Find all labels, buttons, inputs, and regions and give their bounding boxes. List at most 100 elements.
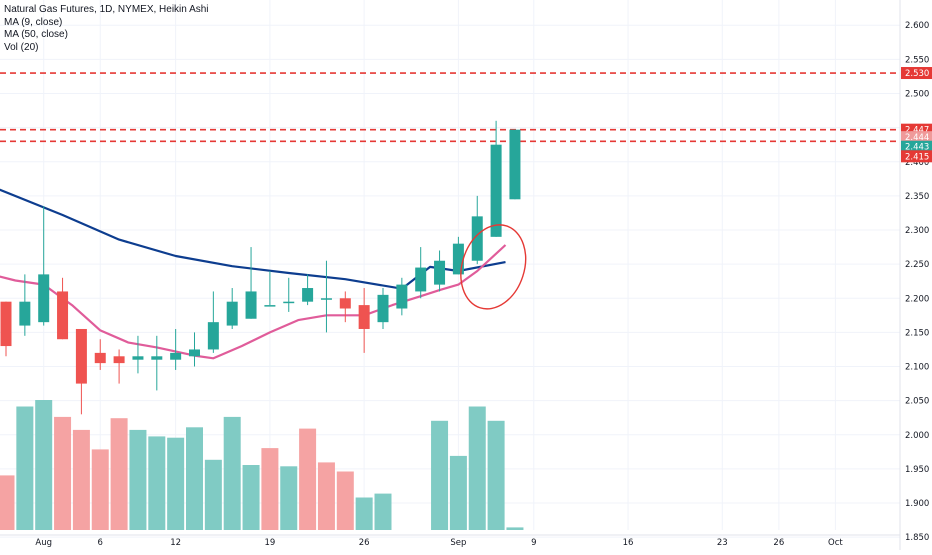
price-tick-label: 2.350 <box>905 192 929 202</box>
candle <box>320 260 332 333</box>
candle <box>57 277 69 340</box>
candle <box>490 120 502 237</box>
volume-bar <box>223 416 241 530</box>
candle <box>19 274 31 336</box>
time-tick-label: 6 <box>98 538 103 548</box>
price-tick-label: 2.050 <box>905 397 929 407</box>
time-tick-label: Sep <box>450 538 466 548</box>
volume-bar <box>449 455 467 530</box>
price-tick-label: 2.600 <box>905 21 929 31</box>
volume-bar <box>374 493 392 530</box>
price-tag-label: 2.530 <box>905 69 929 79</box>
volume-bar <box>186 427 203 530</box>
price-axis: 1.850 1.900 1.950 2.000 2.050 2.100 2.150 2.200… <box>899 0 932 550</box>
candle <box>434 250 446 292</box>
legend-ma9: MA (9, close) <box>4 16 63 28</box>
candle <box>75 328 87 415</box>
chart-legend: Natural Gas Futures, 1D, NYMEX, Heikin A… <box>4 4 209 54</box>
candle-body <box>490 144 502 237</box>
ma9-line <box>0 244 507 360</box>
legend-ma50: MA (50, close) <box>4 29 68 40</box>
price-tag <box>901 140 932 153</box>
volume-bars <box>0 400 524 530</box>
volume-bar <box>148 436 166 530</box>
candle-body <box>207 322 219 350</box>
candle <box>189 332 200 367</box>
candle <box>226 288 238 329</box>
candle-body <box>57 291 69 340</box>
price-tick-label: 2.250 <box>905 260 929 270</box>
candle <box>302 274 314 306</box>
candle-body <box>396 284 408 309</box>
candle-body <box>452 243 464 275</box>
volume-bar <box>35 400 53 530</box>
candle-body <box>19 301 31 326</box>
candle-body <box>245 291 257 319</box>
volume-bar <box>16 406 34 530</box>
volume-bar <box>468 406 486 530</box>
volume-bar <box>129 429 147 530</box>
volume-bar <box>336 471 354 530</box>
price-tag <box>901 67 932 80</box>
candle <box>113 349 125 384</box>
price-tag-label: 2.444 <box>905 133 929 143</box>
price-tag <box>901 131 932 144</box>
price-tick-label: 2.550 <box>905 55 929 65</box>
candle-body <box>302 288 314 302</box>
candle <box>94 339 106 370</box>
candle-body <box>151 356 163 360</box>
price-tick-label: 2.200 <box>905 294 929 304</box>
candle-body <box>283 301 295 304</box>
time-tick-label: Oct <box>828 538 843 548</box>
volume-bar <box>431 420 449 530</box>
candle <box>452 236 464 275</box>
price-tick-label: 1.950 <box>905 465 929 475</box>
legend-vol: Vol (20) <box>4 41 39 53</box>
volume-bar <box>91 449 109 530</box>
candle-body <box>434 260 446 285</box>
candle <box>339 291 351 323</box>
candle-body <box>132 356 144 360</box>
candle-body <box>339 298 351 309</box>
candle-body <box>94 352 106 364</box>
volume-bar <box>72 429 90 530</box>
candle-body <box>415 267 427 292</box>
time-tick-label: Aug <box>35 538 52 548</box>
horizontal-levels <box>0 72 900 143</box>
candle <box>245 247 257 319</box>
grid-lines <box>0 0 900 538</box>
candle-body <box>226 301 238 326</box>
volume-bar <box>204 459 222 530</box>
candle-body <box>377 294 389 323</box>
candle-body <box>264 305 276 307</box>
price-tick-label: 1.850 <box>905 533 929 543</box>
volume-bar <box>299 428 317 530</box>
candle-body <box>0 301 12 347</box>
price-tag-label: 2.415 <box>905 152 929 162</box>
candle-body <box>170 352 182 360</box>
candle <box>0 301 12 357</box>
candle <box>151 335 163 391</box>
volume-bar <box>54 416 72 530</box>
candle <box>396 277 408 316</box>
time-tick-label: 16 <box>623 538 634 548</box>
price-tick-label: 2.100 <box>905 363 929 373</box>
price-tick-label: 2.150 <box>905 328 929 338</box>
candle-body <box>75 328 87 384</box>
candle-body <box>38 274 50 323</box>
time-tick-label: 9 <box>531 538 536 548</box>
volume-bar <box>261 448 279 530</box>
volume-bar <box>110 418 128 530</box>
time-tick-label: 12 <box>170 538 181 548</box>
legend-title: Natural Gas Futures, 1D, NYMEX, Heikin A… <box>4 4 209 15</box>
volume-bar <box>317 462 335 530</box>
candle <box>283 277 295 312</box>
ma50-line <box>0 188 506 290</box>
volume-bar <box>167 437 185 530</box>
candle <box>509 129 521 200</box>
candle <box>170 328 182 370</box>
price-tick-label: 2.000 <box>905 431 929 441</box>
price-tick-label: 1.900 <box>905 499 929 509</box>
